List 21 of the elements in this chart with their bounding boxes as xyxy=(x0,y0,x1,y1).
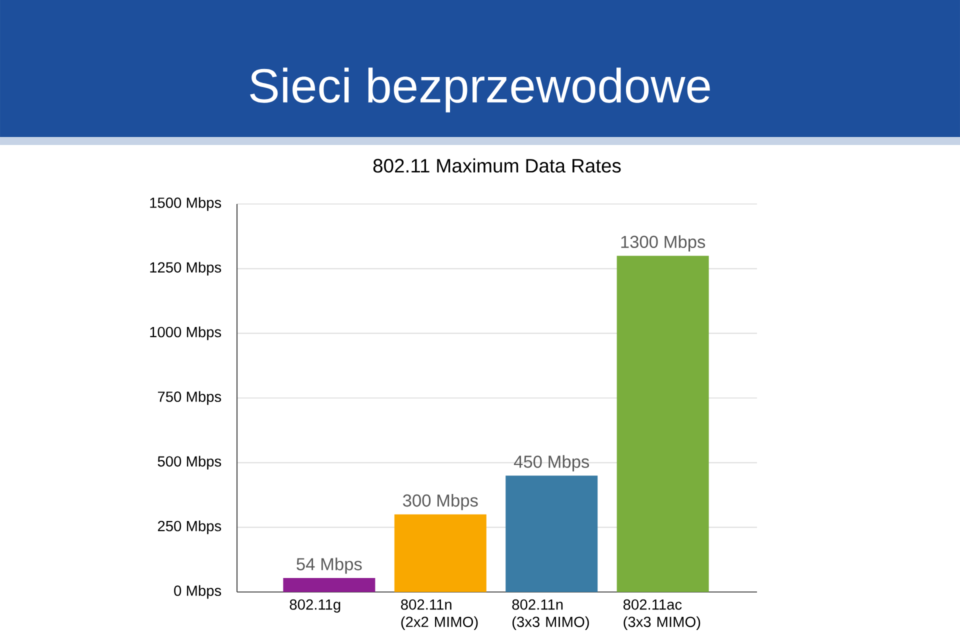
bar xyxy=(394,514,486,592)
x-tick-label: 802.11n (3x3 MIMO) xyxy=(512,599,589,630)
y-tick-label: 750 Mbps xyxy=(158,391,222,405)
data-label: 54 Mbps xyxy=(296,558,362,574)
x-tick-label: 802.11n (2x2 MIMO) xyxy=(401,599,478,630)
y-tick-label: 1250 Mbps xyxy=(150,262,222,276)
bar xyxy=(283,578,376,592)
data-label: 1300 Mbps xyxy=(621,235,706,252)
y-tick-label: 1000 Mbps xyxy=(150,326,222,340)
bar xyxy=(616,256,709,592)
y-tick-label: 250 Mbps xyxy=(158,520,222,534)
y-tick-label: 0 Mbps xyxy=(174,585,222,599)
y-tick-label: 1500 Mbps xyxy=(150,197,222,211)
bar xyxy=(506,476,598,592)
x-tick-label: 802.11g xyxy=(290,599,340,613)
chart-title: Sieci bezprzewodowe xyxy=(250,68,710,112)
data-label: 300 Mbps xyxy=(403,494,478,510)
chart-subtitle: 802.11 Maximum Data Rates xyxy=(373,158,621,173)
x-tick-label: 802.11ac (3x3 MIMO) xyxy=(623,599,700,630)
y-tick-label: 500 Mbps xyxy=(158,456,222,470)
data-label: 450 Mbps xyxy=(514,455,590,472)
